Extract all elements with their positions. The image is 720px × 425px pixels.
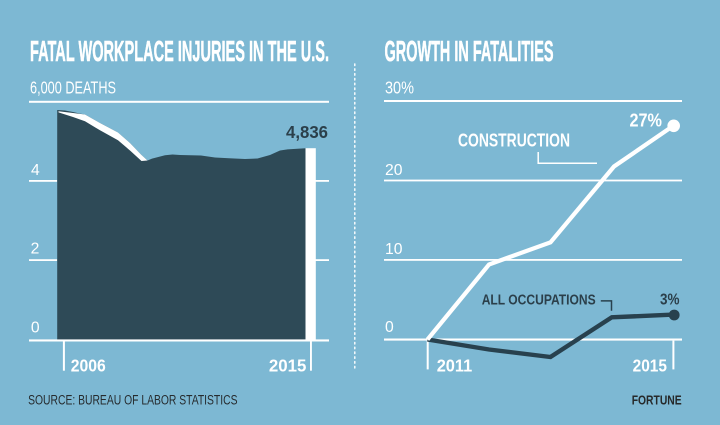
svg-text:0: 0 — [385, 319, 394, 336]
svg-text:27%: 27% — [630, 110, 663, 131]
svg-text:3%: 3% — [660, 291, 680, 308]
svg-text:4,836: 4,836 — [286, 122, 328, 142]
svg-text:FORTUNE: FORTUNE — [632, 392, 682, 407]
svg-text:0: 0 — [31, 319, 40, 336]
svg-text:2015: 2015 — [633, 355, 668, 375]
svg-text:20: 20 — [385, 162, 403, 179]
svg-text:ALL OCCUPATIONS: ALL OCCUPATIONS — [482, 292, 596, 308]
svg-text:30%: 30% — [385, 78, 414, 98]
svg-text:4: 4 — [31, 162, 40, 179]
svg-text:GROWTH IN FATALITIES: GROWTH IN FATALITIES — [385, 36, 554, 68]
svg-text:SOURCE: BUREAU OF LABOR STATIS: SOURCE: BUREAU OF LABOR STATISTICS — [28, 393, 237, 409]
svg-text:FATAL WORKPLACE INJURIES IN TH: FATAL WORKPLACE INJURIES IN THE U.S. — [30, 36, 329, 68]
svg-text:2015: 2015 — [269, 355, 307, 375]
svg-text:10: 10 — [385, 241, 403, 258]
svg-text:6,000 DEATHS: 6,000 DEATHS — [30, 78, 116, 98]
svg-text:2006: 2006 — [71, 355, 106, 375]
svg-text:2011: 2011 — [437, 355, 473, 375]
svg-text:CONSTRUCTION: CONSTRUCTION — [458, 130, 570, 150]
svg-text:2: 2 — [31, 241, 40, 258]
